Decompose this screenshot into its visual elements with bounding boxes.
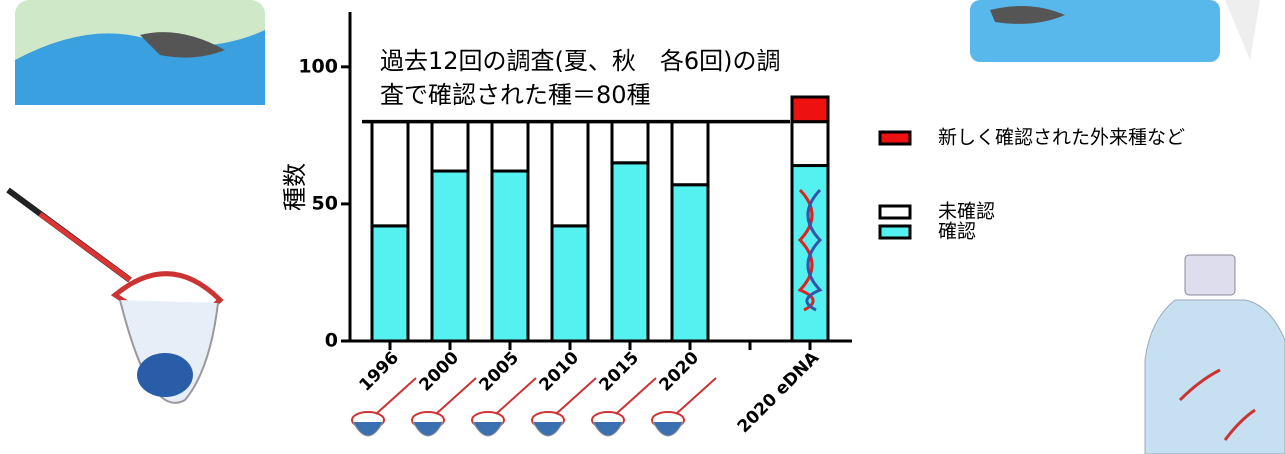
net-icon [352,421,384,437]
dna-icon [797,188,815,312]
x-tick-label: 2015 [595,348,643,396]
net-icon [435,377,477,415]
y-tick-label: 100 [298,55,338,77]
x-tick-label: 2005 [475,348,523,396]
net-icon [652,421,684,437]
bar-segment [490,120,530,173]
legend-label: 確認 [938,221,976,243]
bar-segment [790,95,830,124]
bar-segment [430,120,470,173]
legend-swatch [878,204,912,220]
bottle-illustration [1144,254,1285,454]
bar-segment [550,120,590,228]
bar-segment [670,183,710,343]
river-illustration [15,0,265,105]
legend-label: 未確認 [938,201,995,223]
x-tick-label: 1996 [355,348,403,396]
bar-segment [610,120,650,165]
bar-segment [490,169,530,343]
net-icon [675,377,717,415]
bar-segment [790,120,830,168]
x-tick-label: 2020 [655,348,703,396]
net-icon [412,421,444,437]
x-tick-label: 2000 [415,348,463,396]
y-axis-label: 種数 [281,163,309,211]
legend-swatch [878,130,912,146]
net-icon [472,421,504,437]
net-icon [592,421,624,437]
x-tick-label: 2010 [535,348,583,396]
bar-segment [670,120,710,187]
annotation: 過去12回の調査(夏、秋 各6回)の調 [380,47,781,75]
dna-icon [805,188,823,312]
net-illustration [6,187,224,404]
bar-segment [370,120,410,228]
net-icon [555,377,597,415]
net-icon [495,377,537,415]
bar-segment [610,161,650,343]
legend-swatch [878,224,912,240]
bar-segment [370,224,410,343]
annotation: 査で確認された種＝80種 [380,81,651,109]
net-icon [532,421,564,437]
net-icon [375,377,417,415]
y-tick-label: 50 [312,192,338,214]
y-tick-label: 0 [325,330,338,352]
x-tick-label: 2020 eDNA [734,347,824,437]
legend-label: 新しく確認された外来種など [938,127,1185,149]
fish-illustration [970,0,1260,62]
net-icon [615,377,657,415]
bar-segment [550,224,590,343]
bar-segment [430,169,470,343]
